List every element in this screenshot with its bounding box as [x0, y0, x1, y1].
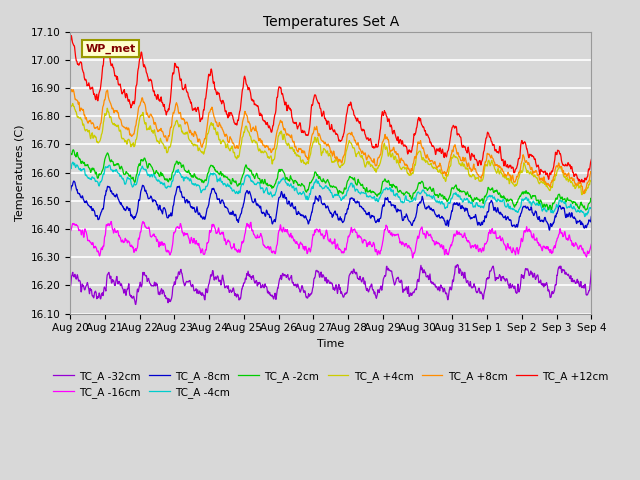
TC_A -16cm: [409, 255, 417, 261]
TC_A -16cm: [363, 244, 371, 250]
TC_A +4cm: [588, 177, 595, 183]
TC_A -4cm: [581, 214, 589, 219]
TC_A -16cm: [298, 241, 306, 247]
Line: TC_A -4cm: TC_A -4cm: [70, 162, 591, 216]
TC_A +8cm: [588, 169, 595, 175]
TC_A -8cm: [288, 201, 296, 207]
TC_A -2cm: [128, 176, 136, 181]
TC_A -32cm: [106, 276, 114, 281]
TC_A -4cm: [66, 160, 74, 166]
TC_A -32cm: [588, 267, 595, 273]
TC_A -16cm: [288, 235, 296, 241]
TC_A +12cm: [298, 128, 306, 134]
TC_A -4cm: [308, 185, 316, 191]
Line: TC_A +12cm: TC_A +12cm: [70, 36, 591, 182]
TC_A -16cm: [66, 232, 74, 238]
Legend: TC_A -32cm, TC_A -16cm, TC_A -8cm, TC_A -4cm, TC_A -2cm, TC_A +4cm, TC_A +8cm, T: TC_A -32cm, TC_A -16cm, TC_A -8cm, TC_A …: [49, 367, 612, 402]
TC_A +8cm: [128, 133, 136, 139]
TC_A +4cm: [308, 145, 316, 151]
TC_A -16cm: [308, 242, 316, 248]
TC_A -2cm: [69, 147, 77, 153]
TC_A +4cm: [298, 157, 306, 163]
TC_A -8cm: [588, 214, 595, 219]
TC_A -4cm: [298, 191, 306, 196]
TC_A -16cm: [106, 221, 114, 227]
TC_A +8cm: [363, 156, 371, 161]
TC_A +4cm: [107, 114, 115, 120]
TC_A +8cm: [298, 149, 306, 155]
Line: TC_A -8cm: TC_A -8cm: [70, 181, 591, 230]
TC_A -2cm: [308, 178, 316, 184]
TC_A -8cm: [546, 227, 554, 233]
TC_A -16cm: [108, 218, 115, 224]
Text: WP_met: WP_met: [86, 43, 136, 54]
TC_A +4cm: [288, 145, 296, 151]
TC_A +4cm: [128, 142, 136, 147]
TC_A +4cm: [66, 106, 74, 111]
TC_A -2cm: [582, 207, 589, 213]
Line: TC_A +4cm: TC_A +4cm: [70, 104, 591, 195]
TC_A -4cm: [69, 159, 77, 165]
TC_A -4cm: [288, 183, 296, 189]
Line: TC_A -2cm: TC_A -2cm: [70, 150, 591, 210]
X-axis label: Time: Time: [317, 339, 344, 349]
TC_A -32cm: [128, 293, 136, 299]
Y-axis label: Temperatures (C): Temperatures (C): [15, 124, 25, 221]
TC_A -32cm: [288, 273, 296, 278]
TC_A -32cm: [132, 301, 140, 307]
TC_A -4cm: [588, 204, 595, 210]
TC_A -4cm: [128, 182, 136, 188]
TC_A -4cm: [107, 166, 115, 172]
TC_A -2cm: [107, 159, 115, 165]
TC_A +12cm: [580, 179, 588, 185]
TC_A -8cm: [70, 178, 77, 184]
TC_A -2cm: [363, 186, 371, 192]
TC_A +12cm: [128, 103, 136, 108]
TC_A -8cm: [298, 213, 306, 219]
TC_A +8cm: [288, 132, 296, 138]
TC_A +12cm: [588, 156, 595, 162]
TC_A -2cm: [588, 196, 595, 202]
TC_A +4cm: [578, 192, 586, 198]
TC_A -2cm: [298, 181, 306, 187]
TC_A +8cm: [580, 191, 588, 196]
TC_A +12cm: [288, 112, 296, 118]
TC_A -8cm: [107, 189, 115, 194]
TC_A +12cm: [363, 136, 371, 142]
TC_A +12cm: [68, 33, 76, 38]
TC_A -2cm: [66, 151, 74, 157]
TC_A -8cm: [128, 212, 136, 218]
TC_A -32cm: [363, 286, 371, 292]
TC_A -2cm: [288, 176, 296, 182]
TC_A +12cm: [107, 61, 115, 67]
Line: TC_A -16cm: TC_A -16cm: [70, 221, 591, 258]
Title: Temperatures Set A: Temperatures Set A: [262, 15, 399, 29]
TC_A -32cm: [454, 262, 461, 268]
TC_A +12cm: [66, 43, 74, 49]
TC_A -32cm: [308, 290, 316, 296]
TC_A -32cm: [66, 286, 74, 292]
TC_A +4cm: [363, 159, 371, 165]
Line: TC_A +8cm: TC_A +8cm: [70, 89, 591, 193]
TC_A -8cm: [66, 191, 74, 196]
TC_A +12cm: [308, 102, 316, 108]
Line: TC_A -32cm: TC_A -32cm: [70, 265, 591, 304]
TC_A -4cm: [363, 194, 371, 200]
TC_A +8cm: [68, 86, 76, 92]
TC_A -8cm: [308, 209, 316, 215]
TC_A -8cm: [363, 211, 371, 216]
TC_A -16cm: [588, 241, 595, 247]
TC_A +8cm: [66, 91, 74, 97]
TC_A +8cm: [308, 133, 316, 139]
TC_A -16cm: [128, 243, 136, 249]
TC_A -32cm: [298, 283, 306, 289]
TC_A +4cm: [69, 101, 77, 107]
TC_A +8cm: [107, 101, 115, 107]
